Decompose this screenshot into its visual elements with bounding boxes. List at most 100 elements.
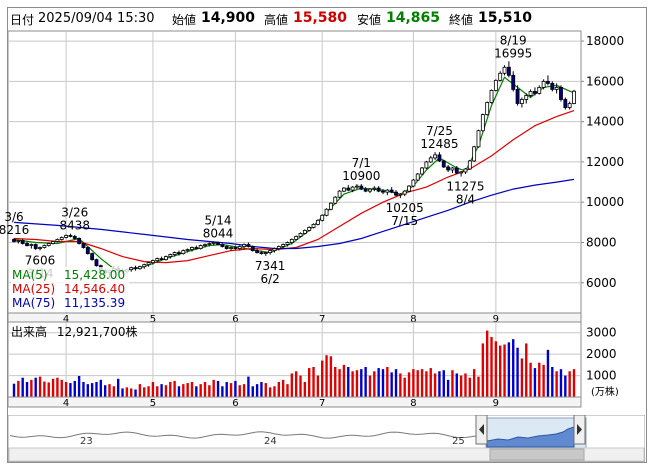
ma-legend: MA(5) 15,428.00 MA(25) 14,546.40 MA(75) 11,… — [11, 267, 129, 312]
volume-bar — [138, 384, 142, 397]
candle — [33, 243, 38, 251]
candle-body — [68, 235, 73, 237]
volume-bar — [121, 388, 124, 397]
volume-bar — [51, 378, 55, 397]
low-label: 安値 — [357, 13, 382, 27]
volume-bar — [364, 367, 367, 397]
candle — [51, 240, 55, 245]
candle — [420, 166, 424, 176]
volume-bar — [394, 369, 398, 397]
volume-bar — [56, 377, 59, 397]
candle-body — [259, 252, 264, 254]
candle-body — [433, 154, 438, 159]
navigator-selected-area — [486, 426, 575, 448]
candle — [519, 97, 524, 108]
candle-body — [359, 185, 364, 190]
volume-bar — [490, 337, 493, 397]
candle — [363, 187, 368, 193]
candle-body — [129, 267, 134, 271]
candle — [411, 179, 416, 188]
volume-bar — [208, 385, 211, 397]
candle — [428, 155, 433, 163]
candle — [407, 185, 411, 193]
navigator-right-handle[interactable] — [573, 415, 586, 445]
candle-body — [342, 187, 346, 192]
volume-bar — [30, 379, 33, 397]
candle — [493, 79, 498, 92]
candle-body — [546, 80, 550, 84]
volume-xtick-label: 9 — [493, 398, 499, 409]
date-value: 2025/09/04 15:30 — [38, 11, 155, 26]
candle-body — [363, 188, 368, 192]
volume-bar — [195, 386, 198, 397]
volume-bar — [472, 369, 476, 397]
candle — [276, 245, 281, 251]
navigator-left-handle[interactable] — [475, 415, 488, 445]
candle — [224, 245, 229, 250]
period-navigator[interactable]: 23 24 25 — [8, 415, 645, 462]
candle — [298, 232, 303, 238]
candle — [90, 252, 95, 261]
candle-body — [59, 237, 64, 240]
candle-body — [402, 190, 407, 195]
volume-bar — [338, 369, 341, 397]
annotation-text: 8/19 — [500, 33, 527, 47]
candle-body — [198, 245, 203, 249]
close-value: 15,510 — [478, 10, 533, 26]
annotation-text: 8438 — [60, 219, 91, 233]
volume-bar — [156, 386, 159, 397]
candle-body — [246, 244, 251, 247]
volume-bar — [334, 367, 337, 397]
candle — [185, 248, 190, 253]
candle — [563, 97, 568, 110]
candle — [94, 258, 99, 267]
volume-bar — [103, 385, 107, 397]
candle-body — [368, 188, 372, 192]
candle — [546, 75, 550, 86]
candle — [415, 173, 420, 182]
candle-body — [563, 99, 568, 108]
candle-body — [276, 246, 281, 249]
volume-bar — [90, 383, 94, 397]
candle — [506, 61, 511, 78]
price-ytick-label: 18000 — [586, 34, 624, 48]
candle — [177, 250, 181, 256]
navigator-scrollbar-track[interactable] — [8, 447, 645, 462]
volume-bar — [551, 367, 554, 397]
candle — [554, 83, 559, 94]
candle — [467, 159, 472, 170]
candle — [350, 186, 355, 193]
candle — [394, 190, 398, 197]
volume-bar — [143, 387, 146, 397]
candle-body — [20, 240, 25, 244]
volume-bar — [559, 369, 563, 397]
ma5-value: 15,428.00 — [64, 268, 126, 282]
candle — [129, 266, 134, 272]
candle-body — [498, 72, 503, 81]
volume-bar — [464, 373, 467, 397]
volume-bar — [251, 386, 254, 397]
candle — [324, 208, 329, 217]
price-xtick-label: 5 — [150, 314, 156, 325]
candle — [441, 159, 446, 168]
volume-bar — [112, 386, 116, 397]
candle — [198, 244, 203, 250]
candle-body — [389, 189, 394, 193]
candle-body — [428, 157, 433, 163]
price-xtick-label: 6 — [232, 314, 238, 325]
candle-body — [268, 250, 273, 253]
volume-bar — [281, 379, 285, 397]
candle-body — [450, 167, 455, 171]
candle — [572, 89, 576, 105]
volume-bar — [555, 371, 558, 397]
volume-bar — [525, 343, 528, 397]
candle-body — [372, 187, 377, 190]
candle — [342, 187, 346, 193]
candle — [315, 219, 320, 226]
candle-body — [337, 190, 342, 198]
volume-bar — [134, 389, 137, 397]
navigator-label-23: 23 — [80, 436, 93, 447]
candle-body — [519, 99, 524, 104]
candle-body — [272, 248, 277, 251]
navigator-scrollbar-thumb[interactable] — [489, 448, 585, 461]
